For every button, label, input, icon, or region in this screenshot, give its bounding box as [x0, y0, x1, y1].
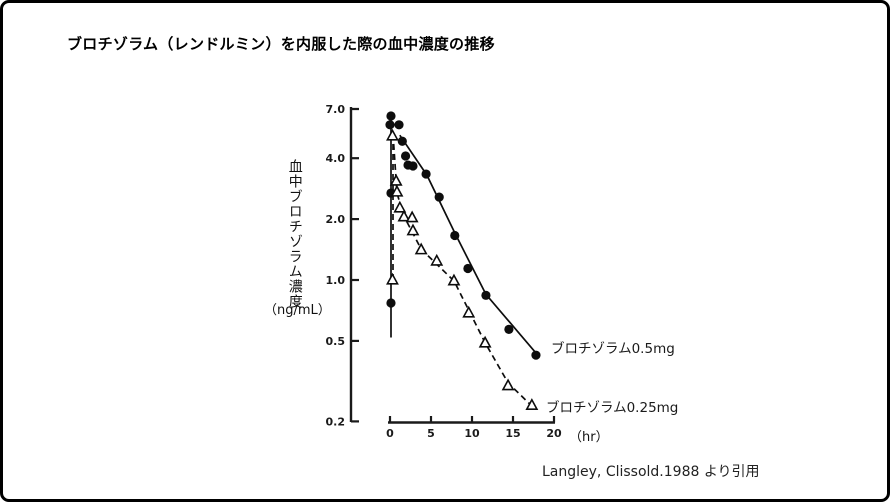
- data-point-triangle: [397, 209, 411, 222]
- y-tick-label: 0.2: [326, 415, 346, 428]
- y-tick-label: 2.0: [326, 213, 346, 226]
- x-tick-label: 0: [386, 427, 394, 440]
- x-tick-label: 5: [427, 427, 435, 440]
- y-tick-label: 1.0: [326, 274, 346, 287]
- data-point-triangle: [390, 184, 404, 197]
- series-label-0-5mg: ブロチゾラム0.5mg: [551, 341, 675, 357]
- data-point-circle: [434, 192, 444, 202]
- data-point-circle: [386, 111, 396, 121]
- data-point-triangle: [386, 128, 399, 141]
- data-point-circle: [394, 120, 404, 130]
- data-point-triangle: [405, 210, 419, 223]
- data-point-triangle: [447, 273, 461, 286]
- data-point-circle: [386, 298, 396, 308]
- data-point-circle: [385, 120, 395, 130]
- data-point-triangle: [501, 378, 515, 391]
- data-point-triangle: [478, 335, 492, 348]
- x-tick-label: 10: [464, 427, 480, 440]
- data-point-circle: [421, 169, 431, 179]
- data-point-circle: [463, 263, 473, 274]
- x-tick-label: 15: [505, 427, 520, 440]
- x-tick-label: 20: [546, 427, 562, 440]
- data-point-circle: [531, 350, 541, 360]
- data-point-triangle: [414, 242, 428, 255]
- data-point-circle: [408, 161, 418, 171]
- y-tick-label: 4.0: [326, 152, 346, 165]
- data-point-triangle: [462, 305, 476, 318]
- series-1-fit-line: [392, 133, 533, 407]
- series-0-fit-line: [399, 134, 537, 354]
- series-label-0-25mg: ブロチゾラム0.25mg: [546, 400, 679, 416]
- data-point-circle: [504, 324, 514, 334]
- y-tick-label: 7.0: [326, 103, 346, 116]
- y-axis-label: 血中ブロチゾラム濃度: [286, 159, 303, 309]
- y-axis-unit-label: （ng/mL）: [264, 303, 331, 318]
- concentration-chart: 7.0 4.0 2.0 1.0 0.5 0.2 0 5 10 15 20: [326, 103, 562, 440]
- y-tick-label: 0.5: [326, 335, 346, 348]
- chart-title: ブロチゾラム（レンドルミン）を内服した際の血中濃度の推移: [67, 35, 495, 53]
- data-point-circle: [450, 230, 460, 241]
- data-point-circle: [400, 151, 411, 161]
- data-point-triangle: [393, 200, 407, 213]
- data-point-circle: [481, 290, 491, 300]
- data-point-circle: [397, 136, 407, 146]
- data-point-triangle: [430, 253, 444, 266]
- citation-text: Langley, Clissold.1988 より引用: [542, 464, 760, 480]
- data-point-triangle: [525, 398, 539, 410]
- x-axis-unit-label: （hr）: [569, 430, 609, 445]
- data-point-triangle: [386, 272, 399, 285]
- data-point-triangle: [406, 223, 420, 236]
- data-point-triangle: [389, 173, 403, 186]
